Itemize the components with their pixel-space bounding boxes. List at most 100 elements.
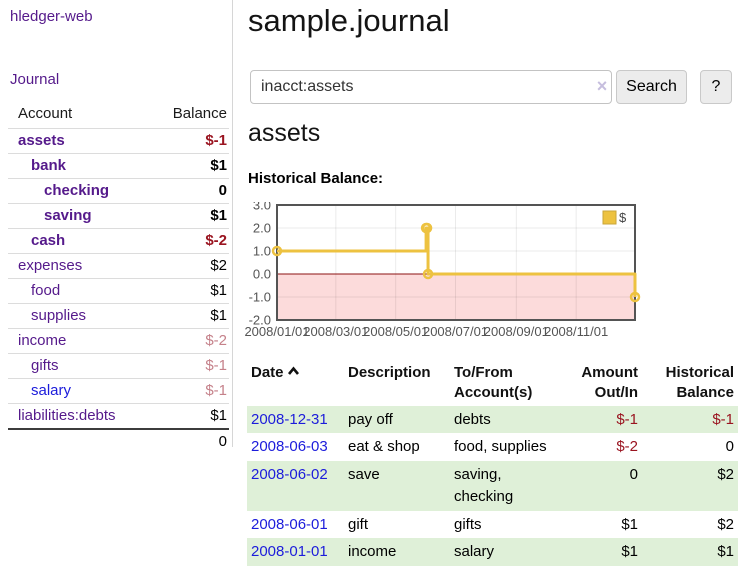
transaction-balance: $-1 [642, 405, 738, 434]
account-link-cash[interactable]: cash [31, 232, 66, 249]
svg-text:2008/09/01: 2008/09/01 [484, 324, 549, 339]
transaction-amount: $-2 [616, 438, 638, 456]
account-balance: $-2 [145, 228, 229, 254]
account-table-header: Account Balance [8, 101, 229, 129]
account-link-bank[interactable]: bank [31, 157, 67, 174]
balance-column-header: Balance [172, 105, 227, 122]
account-link-liabilities-debts[interactable]: liabilities:debts [18, 407, 116, 424]
account-balance: $1 [145, 153, 229, 179]
transaction-row: 2008-12-31 pay off debts $-1 $-1 [247, 405, 738, 434]
account-balance: $-1 [145, 378, 229, 404]
register-header-row: Date Description To/From Account(s) Amou… [247, 361, 738, 406]
transaction-description: eat & shop [348, 438, 420, 456]
account-link-assets[interactable]: assets [18, 132, 65, 149]
account-link-income[interactable]: income [18, 332, 67, 349]
account-row: income $-2 [8, 328, 229, 354]
account-balance-table: Account Balance assets $-1 bank $1 check… [8, 101, 229, 454]
account-row: checking 0 [8, 178, 229, 204]
account-link-saving[interactable]: saving [44, 207, 92, 224]
transaction-balance: $2 [642, 461, 738, 511]
brand-link[interactable]: hledger-web [10, 8, 93, 25]
account-link-expenses[interactable]: expenses [18, 257, 83, 274]
account-total-balance: 0 [145, 428, 229, 454]
account-row: saving $1 [8, 203, 229, 229]
svg-text:0.0: 0.0 [253, 267, 271, 282]
sidebar-item-journal[interactable]: Journal [10, 71, 60, 88]
transaction-amount: $1 [621, 515, 638, 533]
account-row: liabilities:debts $1 [8, 403, 229, 429]
account-row: expenses $2 [8, 253, 229, 279]
date-header-label: Date [251, 364, 284, 381]
transaction-description: income [344, 538, 450, 566]
balance-chart: 3.0 2.0 1.0 0.0 -1.0 -2.0 2008/01/01 2008/03/01… [243, 198, 643, 347]
account-row: gifts $-1 [8, 353, 229, 379]
account-row: assets $-1 [8, 128, 229, 154]
transaction-row: 2008-06-03 eat & shop food, supplies $-2… [247, 433, 738, 461]
account-page-title: assets [248, 119, 321, 147]
transaction-description: gift [348, 515, 369, 533]
account-row: cash $-2 [8, 228, 229, 254]
transaction-row: 2008-01-01 income salary $1 $1 [247, 538, 738, 566]
account-balance: $2 [145, 253, 229, 279]
transaction-description: pay off [344, 405, 450, 434]
column-header-description: Description [348, 364, 431, 381]
svg-text:-2.0: -2.0 [249, 313, 271, 328]
column-header-accounts: To/From Account(s) [454, 364, 533, 402]
account-row: salary $-1 [8, 378, 229, 404]
account-balance: $-1 [145, 128, 229, 154]
account-row: supplies $1 [8, 303, 229, 329]
clear-search-icon[interactable]: × [596, 76, 608, 96]
account-column-header: Account [18, 105, 73, 122]
transaction-balance: 0 [725, 438, 734, 456]
transaction-accounts: salary [450, 538, 562, 566]
transaction-row: 2008-06-01 gift gifts $1 $2 [247, 511, 738, 539]
transaction-balance: $2 [717, 515, 734, 533]
search-button[interactable]: Search [616, 70, 687, 104]
svg-text:1.0: 1.0 [253, 244, 271, 259]
sidebar: hledger-web Journal Account Balance asse… [0, 0, 233, 454]
transaction-date-link[interactable]: 2008-06-02 [251, 466, 328, 483]
account-balance: 0 [145, 178, 229, 204]
svg-text:2008/05/01: 2008/05/01 [363, 324, 428, 339]
account-balance: $1 [145, 278, 229, 304]
account-total-row: 0 [8, 428, 229, 454]
svg-text:2008/03/01: 2008/03/01 [303, 324, 368, 339]
transaction-description: save [344, 461, 450, 511]
transaction-date-link[interactable]: 2008-06-03 [251, 438, 328, 456]
chart-title: Historical Balance: [248, 170, 384, 187]
account-row: food $1 [8, 278, 229, 304]
svg-text:-1.0: -1.0 [249, 290, 271, 305]
transaction-balance: $1 [642, 538, 738, 566]
svg-text:2008/01/01: 2008/01/01 [244, 324, 309, 339]
svg-text:2008/07/01: 2008/07/01 [423, 324, 488, 339]
account-link-gifts[interactable]: gifts [31, 357, 59, 374]
account-balance: $1 [145, 403, 229, 429]
account-row: bank $1 [8, 153, 229, 179]
account-link-checking[interactable]: checking [44, 182, 110, 199]
column-header-date[interactable]: Date [247, 361, 344, 406]
column-header-balance: Historical Balance [665, 364, 734, 402]
account-link-supplies[interactable]: supplies [31, 307, 87, 324]
balance-chart-canvas: 3.0 2.0 1.0 0.0 -1.0 -2.02008/01/012008/03/01… [244, 198, 641, 339]
svg-text:2.0: 2.0 [253, 221, 271, 236]
transaction-date-link[interactable]: 2008-06-01 [251, 515, 328, 533]
column-header-amount: Amount Out/In [581, 364, 638, 402]
account-link-salary[interactable]: salary [31, 382, 72, 399]
transaction-date-link[interactable]: 2008-12-31 [251, 410, 328, 428]
transaction-amount: $-1 [562, 405, 642, 434]
transaction-amount: $1 [562, 538, 642, 566]
search-input[interactable] [250, 70, 612, 104]
register-table: Date Description To/From Account(s) Amou… [247, 361, 738, 566]
transaction-accounts: debts [450, 405, 562, 434]
transaction-accounts: saving, checking [450, 461, 562, 511]
sort-asc-icon [287, 366, 299, 375]
account-link-food[interactable]: food [31, 282, 61, 299]
transaction-accounts: food, supplies [454, 438, 547, 456]
account-balance: $-2 [145, 328, 229, 354]
svg-text:2008/11/01: 2008/11/01 [544, 324, 608, 339]
account-balance: $1 [145, 203, 229, 229]
account-balance: $-1 [145, 353, 229, 379]
transaction-date-link[interactable]: 2008-01-01 [251, 543, 328, 561]
help-button[interactable]: ? [700, 70, 732, 104]
transaction-accounts: gifts [454, 515, 482, 533]
